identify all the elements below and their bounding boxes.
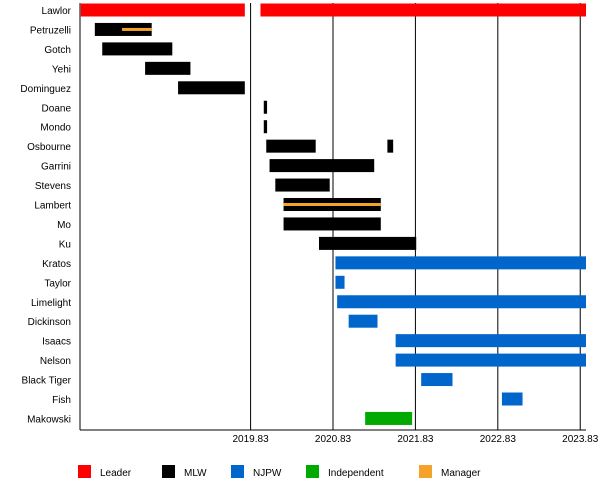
legend-swatch — [162, 465, 175, 478]
row-label: Limelight — [31, 298, 71, 309]
row-label: Gotch — [44, 45, 71, 56]
row-label: Kratos — [42, 259, 71, 270]
bar-mlw — [263, 100, 268, 114]
bar-njpw — [335, 275, 345, 289]
row-label: Taylor — [44, 278, 71, 289]
x-tick-label: 2019.83 — [233, 434, 270, 445]
x-tick-label: 2022.83 — [480, 434, 517, 445]
bar-mlw — [283, 217, 381, 231]
bars — [80, 3, 586, 425]
row-label: Garrini — [41, 162, 71, 173]
legend-swatch — [231, 465, 244, 478]
legend: Leader MLW NJPW Independent Manager — [78, 465, 481, 479]
row-label: Petruzelli — [30, 25, 71, 36]
bar-njpw — [335, 256, 586, 270]
row-label: Makowski — [27, 414, 71, 425]
row-label: Stevens — [35, 181, 71, 192]
bar-mlw — [269, 159, 375, 173]
row-label: Isaacs — [42, 337, 71, 348]
row-label: Doane — [42, 103, 72, 114]
legend-label: Manager — [441, 468, 481, 479]
row-label: Mo — [57, 220, 71, 231]
row-label: Dickinson — [28, 317, 71, 328]
legend-swatch — [306, 465, 319, 478]
row-label: Ku — [59, 239, 71, 250]
bar-leader — [260, 3, 586, 17]
bar-mlw — [263, 120, 268, 134]
bar-njpw — [348, 314, 378, 328]
legend-swatch — [78, 465, 91, 478]
legend-label: NJPW — [253, 468, 282, 479]
legend-swatch — [419, 465, 432, 478]
bar-mlw — [387, 139, 394, 153]
row-label: Black Tiger — [22, 376, 72, 387]
bar-manager — [122, 27, 152, 31]
bar-njpw — [337, 295, 586, 309]
row-label: Mondo — [40, 123, 71, 134]
bar-mlw — [102, 42, 173, 56]
x-axis: 2019.83 2020.83 2021.83 2022.83 2023.83 — [79, 3, 599, 445]
bar-njpw — [421, 373, 453, 387]
row-label: Nelson — [40, 356, 71, 367]
bar-manager — [283, 203, 381, 206]
row-label: Osbourne — [27, 142, 71, 153]
legend-label: Leader — [100, 468, 132, 479]
row-label: Fish — [52, 395, 71, 406]
row-label: Lawlor — [42, 6, 72, 17]
bar-njpw — [395, 353, 586, 367]
row-label: Dominguez — [20, 84, 71, 95]
x-tick-label: 2021.83 — [397, 434, 434, 445]
row-labels: Lawlor Petruzelli Gotch Yehi Dominguez Doane M… — [20, 6, 71, 425]
x-tick-label: 2020.83 — [315, 434, 352, 445]
bar-njpw — [501, 392, 523, 406]
row-label: Yehi — [52, 64, 71, 75]
x-tick-label: 2023.83 — [562, 434, 599, 445]
bar-mlw — [178, 81, 245, 95]
legend-label: MLW — [184, 468, 207, 479]
bar-leader — [80, 3, 245, 17]
bar-mlw — [266, 139, 316, 153]
legend-label: Independent — [328, 468, 384, 479]
bar-mlw — [275, 178, 330, 192]
bar-independent — [365, 411, 413, 425]
bar-mlw — [318, 236, 417, 250]
row-label: Lambert — [34, 201, 71, 212]
bar-njpw — [395, 334, 586, 348]
bar-mlw — [145, 61, 191, 75]
